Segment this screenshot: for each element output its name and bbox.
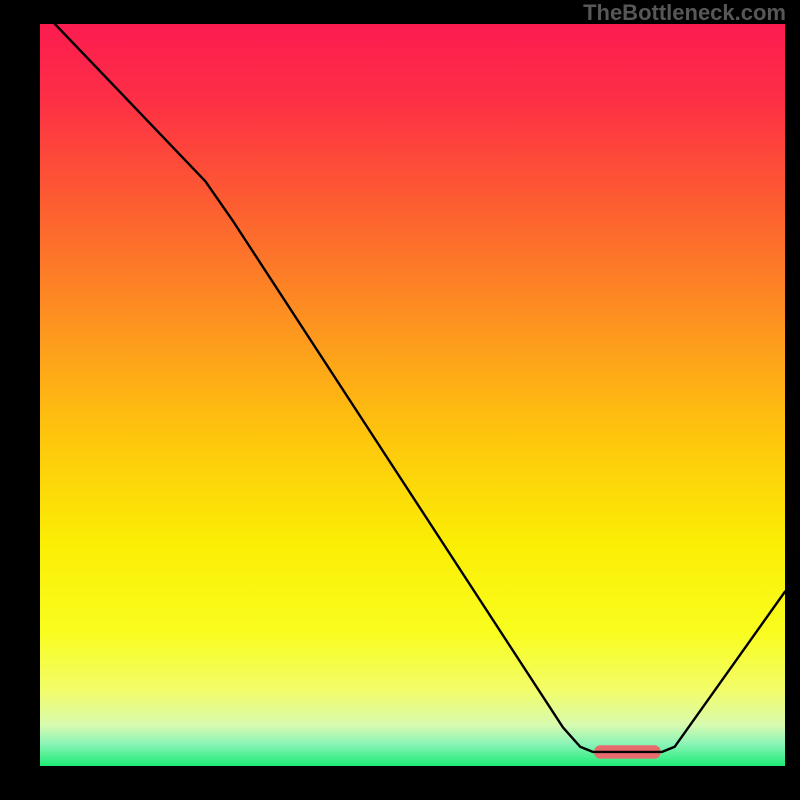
bottleneck-chart (0, 0, 800, 800)
gradient-background (40, 24, 785, 766)
chart-stage: TheBottleneck.com (0, 0, 800, 800)
watermark-text: TheBottleneck.com (583, 0, 786, 26)
